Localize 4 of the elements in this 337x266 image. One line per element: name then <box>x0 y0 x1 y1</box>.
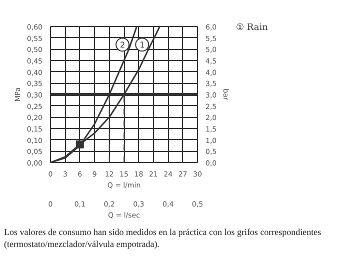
annotation: 1 <box>140 40 145 50</box>
text: ① Rain <box>236 22 268 35</box>
text: Los valores de consumo han sido medidos en la práctica con los grifos correspondientes (termostato/mezclador/válvula empotrada). <box>4 227 322 250</box>
annotation: 2 <box>120 40 126 50</box>
